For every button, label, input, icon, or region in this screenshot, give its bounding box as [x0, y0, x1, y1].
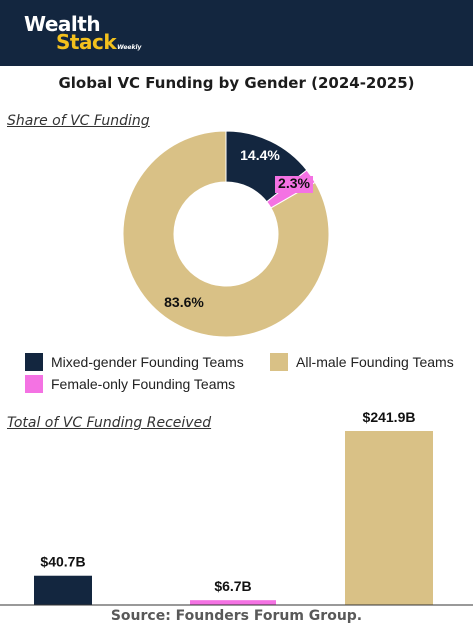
bar-mixed: [34, 575, 92, 605]
source-note: Source: Founders Forum Group.: [110, 608, 363, 624]
donut-label-male: 83.6%: [164, 294, 204, 310]
chart-title: Global VC Funding by Gender (2024-2025): [58, 74, 415, 92]
chart-legend: Mixed-gender Founding Teams All-male Fou…: [0, 350, 473, 400]
legend-item-male: All-male Founding Teams: [270, 353, 454, 371]
bar-male: [345, 431, 433, 605]
bar-female: [190, 600, 276, 605]
donut-label-mixed: 14.4%: [240, 147, 280, 163]
bar-chart: $40.7B $6.7B $241.9B: [0, 409, 473, 606]
legend-swatch-female: [25, 375, 43, 393]
legend-swatch-male: [270, 353, 288, 371]
legend-label-female: Female-only Founding Teams: [51, 376, 236, 392]
legend-label-mixed: Mixed-gender Founding Teams: [51, 354, 244, 370]
legend-label-male: All-male Founding Teams: [296, 354, 454, 370]
brand-logo-word: Stack: [56, 30, 117, 54]
donut-label-bg-female: [275, 176, 313, 193]
bar-label-mixed: $40.7B: [40, 554, 85, 570]
legend-swatch-mixed: [25, 353, 43, 371]
donut-chart: 14.4% 2.3% 83.6%: [122, 130, 330, 338]
brand-logo: Wealth StackWeekly: [24, 14, 141, 52]
donut-label-female: 2.3%: [278, 175, 310, 191]
brand-logo-line2: StackWeekly: [56, 32, 141, 52]
bar-label-female: $6.7B: [214, 578, 251, 594]
brand-logo-sub: Weekly: [117, 44, 142, 51]
legend-item-mixed: Mixed-gender Founding Teams: [25, 353, 244, 371]
donut-subtitle: Share of VC Funding: [7, 113, 150, 129]
bar-label-male: $241.9B: [363, 409, 416, 425]
donut-slice-male: [122, 130, 330, 338]
brand-header: Wealth StackWeekly: [0, 0, 473, 66]
legend-item-female: Female-only Founding Teams: [25, 375, 235, 393]
bar-subtitle: Total of VC Funding Received: [7, 415, 212, 431]
brand-logo-line1: Wealth: [24, 12, 101, 36]
